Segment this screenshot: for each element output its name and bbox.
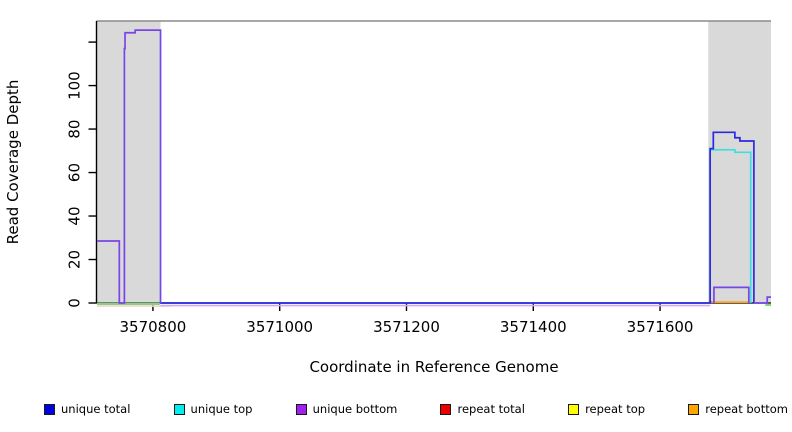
- x-tick-label: 3571400: [500, 318, 567, 336]
- legend-swatch-icon: [440, 403, 452, 415]
- legend: unique total unique top unique bottom repea…: [44, 398, 788, 420]
- legend-label: repeat top: [585, 402, 646, 416]
- legend-swatch-icon: [568, 403, 580, 415]
- y-tick-label: 0: [66, 298, 84, 308]
- x-tick-label: 3570800: [120, 318, 187, 336]
- y-axis-title: Read Coverage Depth: [4, 79, 22, 245]
- legend-label: unique total: [61, 402, 131, 416]
- x-tick-label: 3571600: [627, 318, 694, 336]
- legend-swatch-icon: [44, 403, 55, 415]
- legend-item-repeat-total: repeat total: [440, 402, 525, 416]
- legend-label: repeat total: [457, 402, 525, 416]
- legend-swatch-icon: [295, 403, 307, 415]
- series-unique-total: [160, 131, 755, 304]
- legend-item-unique-total: unique total: [44, 402, 130, 416]
- shaded-region: [708, 21, 771, 303]
- legend-label: unique top: [190, 402, 253, 416]
- legend-swatch-icon: [173, 403, 185, 415]
- series-unique-bottom: [97, 29, 162, 304]
- series-unique-bottom: [753, 296, 771, 304]
- legend-item-repeat-top: repeat top: [568, 402, 645, 416]
- x-tick-label: 3571000: [246, 318, 313, 336]
- legend-item-repeat-bottom: repeat bottom: [688, 402, 788, 416]
- x-axis-title: Coordinate in Reference Genome: [309, 358, 559, 376]
- y-tick-label: 80: [66, 120, 84, 139]
- y-tick-label: 60: [66, 163, 84, 182]
- shaded-region: [96, 21, 161, 303]
- legend-label: repeat bottom: [705, 402, 788, 416]
- x-tick-label: 3571200: [373, 318, 440, 336]
- y-tick-label: 100: [66, 71, 84, 100]
- y-tick-label: 40: [66, 206, 84, 225]
- legend-item-unique-top: unique top: [173, 402, 253, 416]
- legend-swatch-icon: [688, 403, 700, 415]
- y-tick-label: 20: [66, 250, 84, 269]
- series-unique-bottom: [713, 286, 750, 303]
- legend-label: unique bottom: [312, 402, 398, 416]
- legend-item-unique-bottom: unique bottom: [295, 402, 398, 416]
